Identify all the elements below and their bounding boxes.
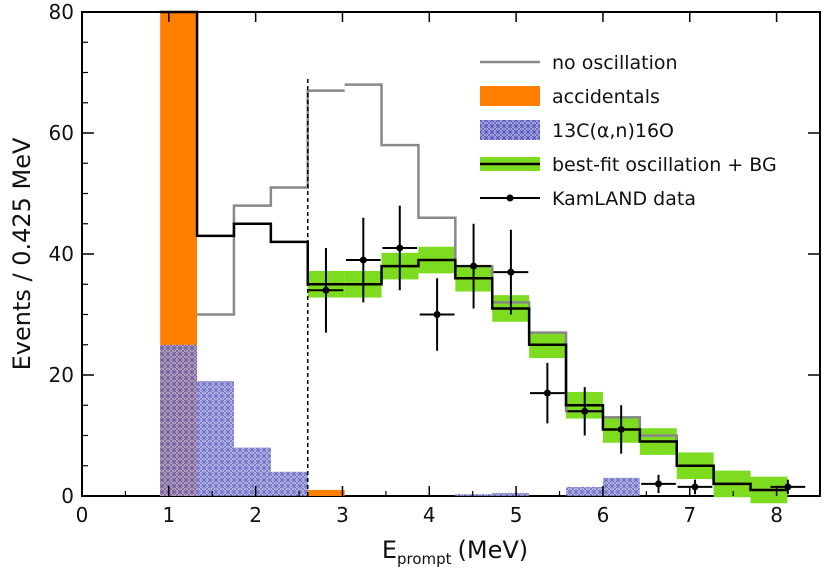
data-point	[641, 474, 676, 493]
data-point-marker	[617, 425, 625, 433]
legend-swatch-fill	[480, 86, 540, 106]
legend-swatch-point	[506, 194, 514, 202]
y-tick-label: 40	[49, 242, 74, 266]
data-point	[603, 405, 639, 454]
legend-swatch-hatch	[480, 120, 540, 140]
y-tick-label: 0	[61, 484, 74, 508]
data-point	[456, 223, 491, 309]
alpha-n-bar	[270, 471, 308, 496]
legend-entry: KamLAND data	[480, 188, 696, 210]
legend-label: best-fit oscillation + BG	[552, 154, 777, 176]
legend-entry: 13C(α,n)16O	[480, 120, 674, 142]
data-point	[345, 217, 381, 303]
line-layer	[160, 10, 788, 496]
x-tick-label: 3	[336, 503, 349, 527]
x-tick-label: 6	[597, 503, 610, 527]
x-axis-title: Eprompt (MeV)	[382, 536, 528, 568]
data-point-marker	[507, 268, 515, 276]
legend: no oscillation accidentals 13C(α,n)16O best…	[480, 52, 777, 210]
data-point	[677, 479, 713, 495]
x-tick-label: 0	[76, 503, 89, 527]
x-tick-label: 7	[683, 503, 696, 527]
x-tick-label: 8	[770, 503, 783, 527]
data-point	[308, 247, 344, 333]
data-point-marker	[359, 256, 367, 264]
y-tick-label: 60	[49, 121, 74, 145]
y-axis-title: Events / 0.425 MeV	[8, 137, 36, 370]
alpha-n-bar	[160, 344, 198, 496]
alpha-n-bar	[455, 494, 493, 496]
data-point	[419, 278, 455, 351]
data-points-layer	[308, 205, 806, 495]
no-oscillation-line	[197, 89, 345, 316]
legend-entry: best-fit oscillation + BG	[480, 154, 777, 176]
data-point-marker	[784, 483, 792, 491]
alpha-n-bar	[602, 477, 640, 496]
data-point-marker	[655, 480, 663, 488]
data-point-marker	[322, 286, 330, 294]
best-fit-line	[160, 10, 788, 492]
y-tick-label: 80	[49, 0, 74, 24]
legend-entry: no oscillation	[480, 52, 678, 74]
data-point-marker	[396, 244, 404, 252]
x-tick-label: 2	[249, 503, 262, 527]
legend-label: no oscillation	[552, 52, 678, 74]
no-oscillation-line	[344, 83, 788, 492]
alpha-n-bar	[233, 447, 271, 496]
x-tick-label: 1	[162, 503, 175, 527]
x-axis-title-unit: (MeV)	[458, 536, 529, 564]
data-point	[382, 205, 418, 291]
legend-entry: accidentals	[480, 86, 660, 108]
y-tick-label: 20	[49, 363, 74, 387]
alpha-n-bar	[566, 486, 603, 496]
data-point	[530, 362, 565, 424]
data-point	[567, 387, 603, 436]
data-point-marker	[691, 483, 699, 491]
alpha-n-bar	[492, 492, 530, 496]
data-point-marker	[433, 311, 441, 318]
data-point-marker	[581, 407, 589, 415]
accidentals-bar	[307, 489, 345, 496]
x-axis-title-sub: prompt	[397, 550, 452, 568]
data-point	[493, 229, 529, 315]
legend-label: accidentals	[552, 86, 660, 108]
data-point-marker	[543, 389, 551, 397]
x-axis-title-main: E	[382, 536, 397, 564]
legend-label: KamLAND data	[552, 188, 696, 210]
legend-label: 13C(α,n)16O	[552, 120, 674, 142]
alpha-n-bar	[197, 381, 234, 496]
x-tick-label: 4	[423, 503, 436, 527]
x-tick-label: 5	[510, 503, 523, 527]
data-point-marker	[470, 262, 478, 270]
